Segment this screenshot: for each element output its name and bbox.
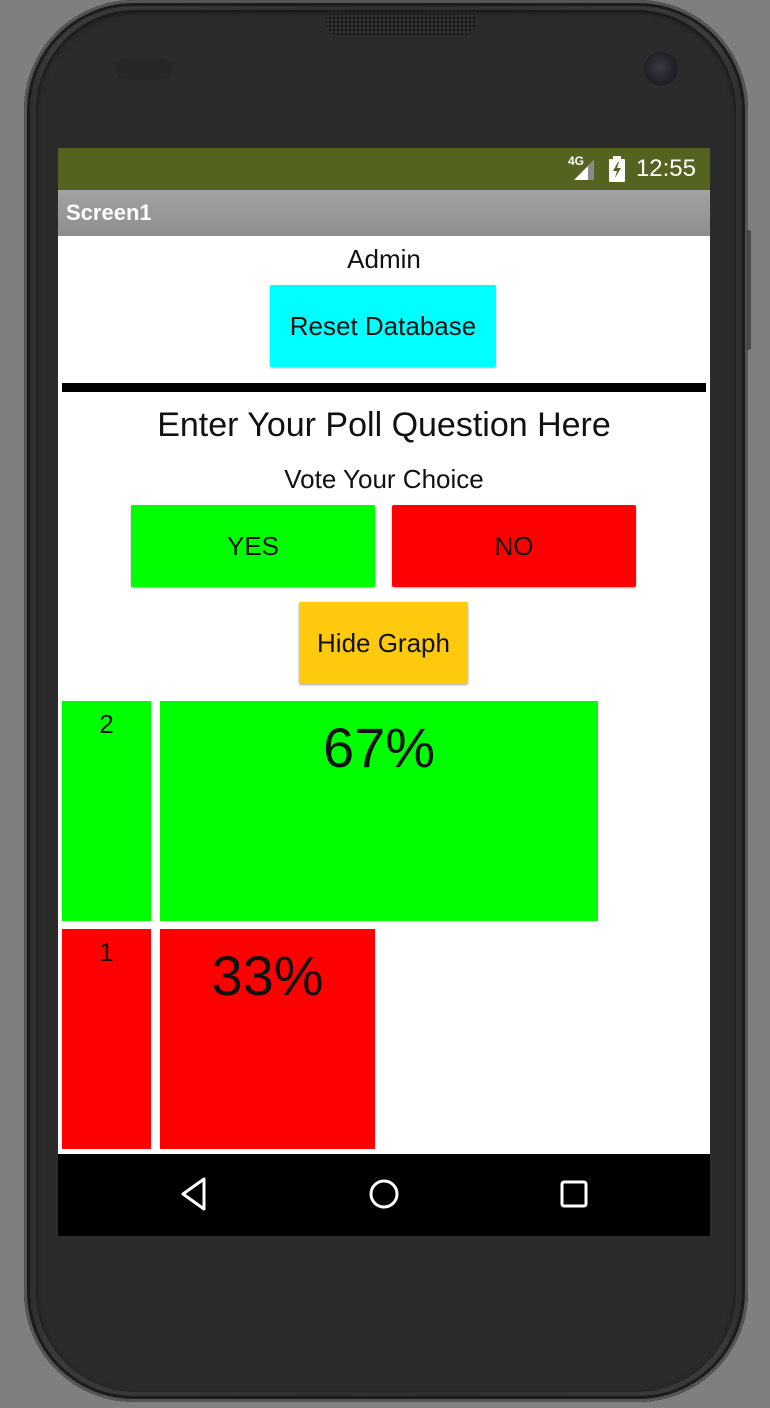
yes-button[interactable]: YES: [131, 505, 375, 587]
status-bar: 4G 12:55: [58, 148, 710, 190]
vote-percent-bar: 33%: [160, 929, 375, 1149]
power-button[interactable]: [746, 230, 751, 350]
vote-percent-bar: 67%: [160, 701, 598, 921]
vote-count-bar: 2: [62, 701, 151, 921]
vote-count-bar: 1: [62, 929, 151, 1149]
vote-label: Vote Your Choice: [284, 464, 484, 494]
back-icon[interactable]: [174, 1174, 214, 1214]
proximity-sensor: [116, 58, 172, 80]
network-type: 4G: [567, 154, 584, 168]
home-icon[interactable]: [364, 1174, 404, 1214]
no-button[interactable]: NO: [392, 505, 636, 587]
recents-icon[interactable]: [554, 1174, 594, 1214]
earpiece-speaker: [326, 14, 476, 36]
admin-label: Admin: [347, 244, 421, 274]
reset-database-button[interactable]: Reset Database: [270, 285, 496, 367]
section-divider: [62, 383, 706, 392]
app-content: Admin Reset Database Enter Your Poll Que…: [58, 236, 710, 1154]
signal-icon: 4G: [567, 154, 598, 182]
battery-charging-icon: [608, 156, 626, 182]
front-camera: [644, 52, 678, 86]
screen-title: Screen1: [66, 200, 152, 225]
clock: 12:55: [635, 155, 696, 182]
device-screen: 4G 12:55 Screen1 Admin Reset Database En: [58, 148, 710, 1236]
poll-question: Enter Your Poll Question Here: [157, 406, 611, 444]
navigation-bar: [58, 1154, 710, 1236]
hide-graph-button[interactable]: Hide Graph: [299, 602, 468, 684]
status-icons: 4G 12:55: [567, 154, 696, 182]
action-bar: Screen1: [58, 190, 710, 236]
